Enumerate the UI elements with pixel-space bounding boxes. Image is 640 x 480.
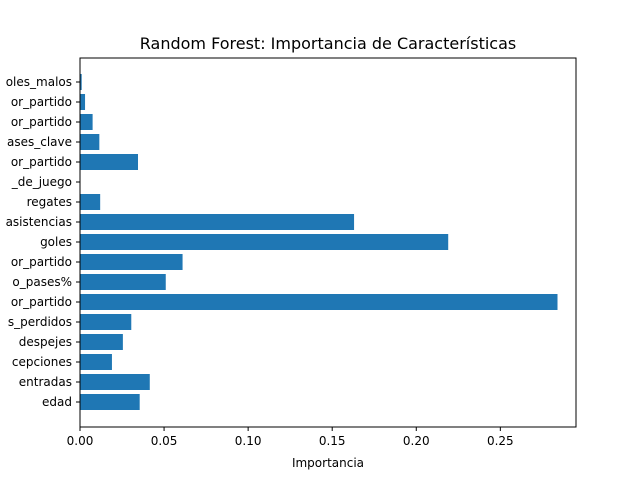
y-tick-label: entradas <box>19 375 72 389</box>
x-tick-label: 0.05 <box>151 434 178 448</box>
x-tick-label: 0.00 <box>67 434 94 448</box>
bar-controles_malos <box>80 74 82 90</box>
y-tick-label: o_pases% <box>12 275 72 289</box>
bar-faltas_por_partido <box>80 154 139 170</box>
y-tick-label: ases_clave <box>7 135 72 149</box>
y-tick-label: regates <box>27 195 72 209</box>
chart-title: Random Forest: Importancia de Caracterís… <box>140 34 516 53</box>
y-tick-label: or_partido <box>11 95 72 109</box>
y-tick-label: cepciones <box>12 355 72 369</box>
bar-goles <box>80 234 449 250</box>
bar-pases_clave <box>80 134 100 150</box>
x-tick-label: 0.20 <box>403 434 430 448</box>
bar-entradas <box>80 374 150 390</box>
x-axis-ticks: 0.00 0.05 0.10 0.15 0.20 0.25 <box>67 427 514 448</box>
y-tick-label: goles <box>40 235 72 249</box>
bar-edad <box>80 394 140 410</box>
y-axis-ticks: edad entradas cepciones despejes s_perdidos o… <box>6 75 80 409</box>
bar-duelos_por_partido <box>80 94 86 110</box>
x-tick-label: 0.25 <box>487 434 514 448</box>
y-tick-label: despejes <box>19 335 72 349</box>
bar-tiros_por_partido <box>80 294 558 310</box>
bar-despejes <box>80 334 123 350</box>
x-tick-label: 0.10 <box>235 434 262 448</box>
y-tick-label: or_partido <box>11 295 72 309</box>
y-tick-label: s_perdidos <box>8 315 72 329</box>
y-tick-label: _de_juego <box>11 175 72 189</box>
y-tick-label: or_partido <box>11 255 72 269</box>
bar-regates <box>80 194 101 210</box>
y-tick-label: oles_malos <box>6 75 72 89</box>
bar-asistencias <box>80 214 355 230</box>
bar-centros_por_partido <box>80 114 93 130</box>
bar-recepciones <box>80 354 112 370</box>
x-tick-label: 0.15 <box>319 434 346 448</box>
y-tick-label: edad <box>42 395 72 409</box>
plot-area-frame <box>79 57 577 428</box>
bar-balones_perdidos <box>80 314 132 330</box>
y-tick-label: asistencias <box>6 215 72 229</box>
y-tick-label: or_partido <box>11 115 72 129</box>
bar-acierto_pases% <box>80 274 166 290</box>
x-axis-label: Importancia <box>292 456 364 470</box>
bars-group <box>80 74 558 410</box>
y-tick-label: or_partido <box>11 155 72 169</box>
bar-pases_por_partido <box>80 254 183 270</box>
